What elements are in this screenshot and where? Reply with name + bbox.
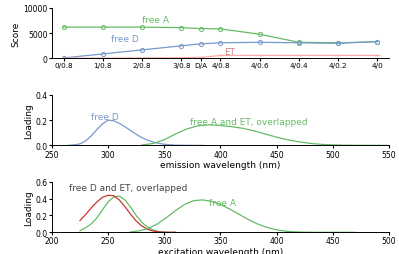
Y-axis label: Loading: Loading [24, 103, 33, 138]
X-axis label: excitation wavelength (nm): excitation wavelength (nm) [158, 247, 283, 254]
Text: free A: free A [209, 199, 236, 208]
Text: ET: ET [224, 48, 235, 57]
Text: free A and ET, overlapped: free A and ET, overlapped [190, 118, 308, 127]
Text: free D: free D [91, 113, 119, 122]
Text: free D: free D [111, 35, 138, 44]
Text: free D and ET, overlapped: free D and ET, overlapped [69, 183, 187, 193]
Y-axis label: Loading: Loading [24, 189, 33, 225]
Y-axis label: Score: Score [12, 21, 21, 47]
Text: free A: free A [142, 16, 169, 25]
X-axis label: emission wavelength (nm): emission wavelength (nm) [160, 160, 280, 169]
